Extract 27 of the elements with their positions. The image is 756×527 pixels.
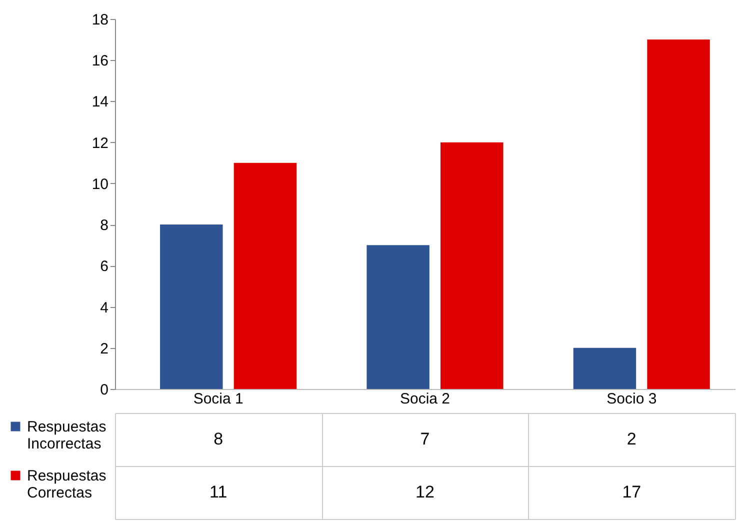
data-label: 12	[416, 482, 434, 502]
data-label: 2	[626, 430, 636, 448]
y-tick-label: 10	[92, 176, 108, 193]
bar	[234, 162, 297, 389]
bar	[573, 348, 636, 389]
y-tick-label: 14	[92, 94, 108, 111]
data-label: 8	[214, 430, 224, 448]
bar	[440, 142, 504, 389]
bar	[647, 40, 710, 389]
y-tick-label: 16	[92, 52, 108, 70]
y-tick-label: 12	[92, 134, 108, 152]
bar	[160, 224, 223, 389]
y-tick-label: 2	[100, 340, 108, 358]
y-tick-label: 6	[100, 258, 108, 276]
y-tick-label: 4	[100, 299, 108, 316]
x-tick-label: Socia 2	[400, 390, 450, 408]
y-tick-label: 8	[100, 217, 108, 234]
data-label: 11	[210, 482, 228, 502]
x-tick-label: Socio 3	[606, 390, 657, 408]
legend-label: Respuestas Correctas	[27, 468, 106, 502]
data-label: 17	[622, 482, 642, 502]
y-tick-label: 18	[92, 12, 108, 28]
x-tick-label: Socia 1	[193, 390, 244, 408]
bar	[366, 245, 430, 389]
data-label: 7	[420, 430, 430, 448]
legend-label: Respuestas Incorrectas	[27, 418, 106, 452]
y-tick-label: 0	[100, 382, 108, 398]
